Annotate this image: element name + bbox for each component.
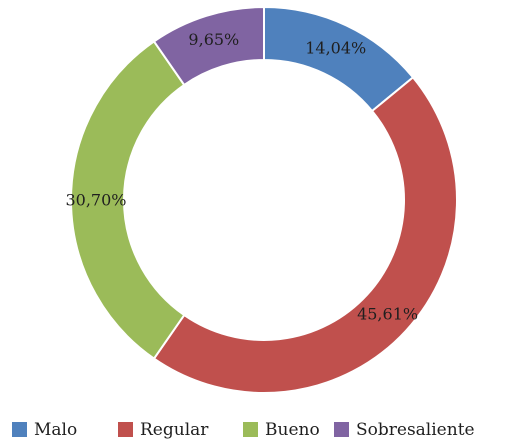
slice-label-regular: 45,61% (357, 304, 418, 323)
slice-label-sobresaliente: 9,65% (188, 30, 239, 49)
legend-swatch-bueno (243, 422, 258, 437)
legend: Malo Regular Bueno Sobresaliente (12, 420, 475, 440)
legend-label-bueno: Bueno (265, 420, 320, 440)
legend-swatch-regular (118, 422, 133, 437)
slice-label-malo: 14,04% (305, 39, 366, 58)
slice-labels: 14,04% 45,61% 30,70% 9,65% (65, 30, 418, 323)
legend-swatch-sobresaliente (334, 422, 349, 437)
slice-regular (152, 75, 458, 394)
legend-label-malo: Malo (34, 420, 77, 440)
slice-bueno (70, 40, 186, 360)
legend-swatch-malo (12, 422, 27, 437)
slice-label-bueno: 30,70% (65, 191, 126, 210)
legend-label-regular: Regular (140, 420, 209, 440)
donut-slices (70, 5, 458, 394)
slice-sobresaliente (152, 5, 265, 87)
legend-label-sobresaliente: Sobresaliente (356, 420, 475, 440)
